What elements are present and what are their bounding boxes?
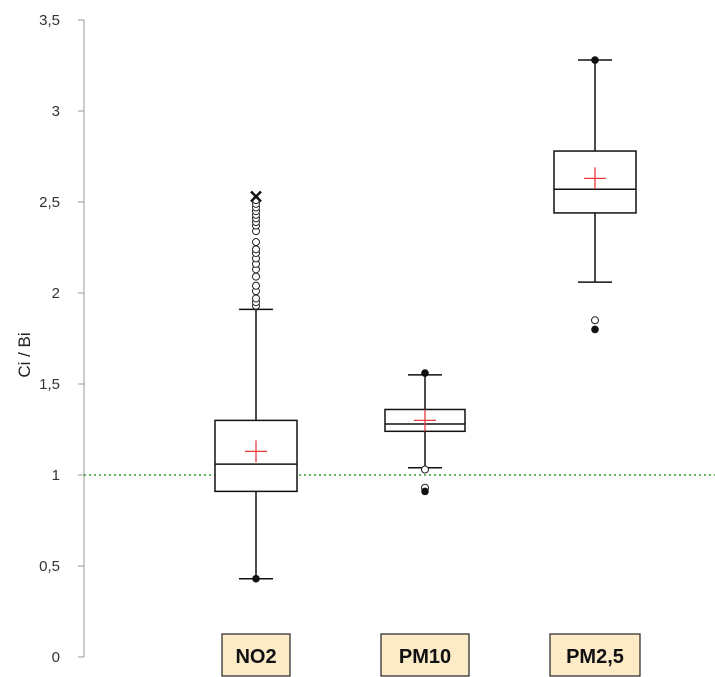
outlier-point xyxy=(252,272,260,281)
category-label-text: PM2,5 xyxy=(566,646,624,668)
outlier-point xyxy=(252,238,260,247)
category-label-bg xyxy=(380,633,470,677)
y-tick-label: 2 xyxy=(52,285,60,302)
outlier-point xyxy=(252,245,260,254)
box-pm10 xyxy=(384,369,466,496)
y-axis: 0 0,5 1 1,5 2 2,5 3 3,5 xyxy=(39,12,85,666)
extreme-point xyxy=(421,487,429,496)
category-label-text: NO2 xyxy=(235,646,276,668)
category-label-bg xyxy=(549,633,641,677)
extreme-cross-b xyxy=(250,190,262,203)
outlier-point xyxy=(252,294,260,303)
extreme-point xyxy=(591,56,599,64)
outlier-point xyxy=(252,281,260,290)
extreme-point xyxy=(252,574,260,583)
box-no2 xyxy=(214,190,298,583)
category-label-text: PM10 xyxy=(399,646,451,668)
y-tick-label: 1 xyxy=(52,467,60,484)
y-tick-label: 2,5 xyxy=(39,194,60,211)
boxes-group xyxy=(214,56,637,583)
category-label: PM2,5 xyxy=(549,633,641,677)
extreme-point xyxy=(591,325,599,334)
y-tick-label: 0 xyxy=(52,649,60,666)
y-tick-label: 1,5 xyxy=(39,376,60,393)
extreme-point xyxy=(421,369,429,377)
outlier-point xyxy=(591,316,599,325)
y-tick-label: 0,5 xyxy=(39,558,60,575)
outlier-point xyxy=(421,465,429,474)
y-tick-label: 3,5 xyxy=(39,12,60,29)
category-label-bg xyxy=(221,633,291,677)
category-label: NO2 xyxy=(221,633,291,677)
category-label: PM10 xyxy=(380,633,470,677)
category-labels: NO2 PM10 PM2,5 xyxy=(221,633,641,677)
box-pm25 xyxy=(553,56,637,334)
y-tick-label: 3 xyxy=(52,103,60,120)
y-axis-title: Ci / Bi xyxy=(15,332,34,377)
